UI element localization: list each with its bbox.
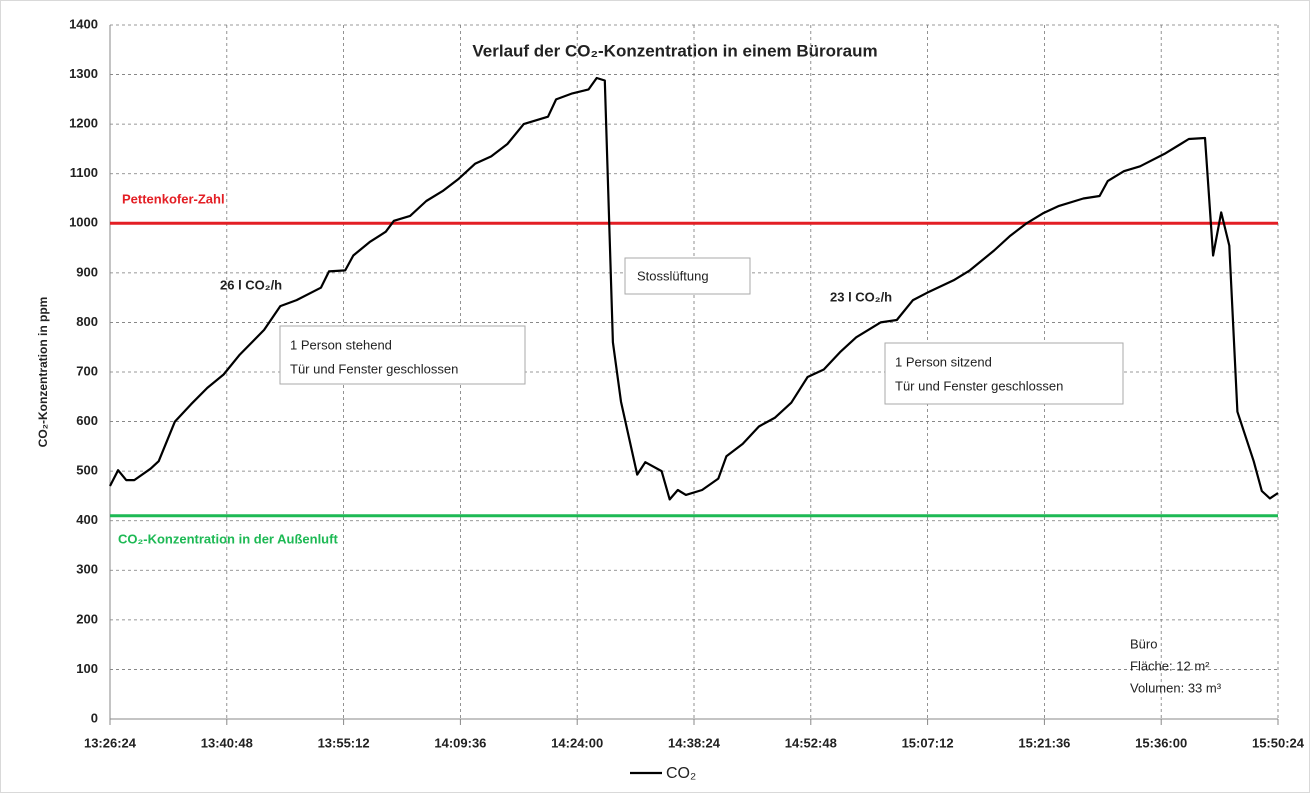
x-tick-label: 14:52:48 — [785, 735, 837, 750]
reference-label: Pettenkofer-Zahl — [122, 191, 225, 206]
info-text: Büro — [1130, 636, 1157, 651]
y-tick-label: 1200 — [69, 116, 98, 131]
y-tick-label: 700 — [76, 363, 98, 378]
y-tick-label: 1300 — [69, 66, 98, 81]
x-tick-label: 14:38:24 — [668, 735, 721, 750]
x-tick-label: 15:36:00 — [1135, 735, 1187, 750]
info-box — [884, 342, 1124, 405]
data-line — [109, 76, 1279, 501]
y-tick-label: 400 — [76, 512, 98, 527]
y-tick-label: 500 — [76, 463, 98, 478]
y-tick-label: 1000 — [69, 215, 98, 230]
y-tick-label: 600 — [76, 413, 98, 428]
info-box — [279, 325, 526, 385]
y-tick-label: 100 — [76, 661, 98, 676]
chart-title: Verlauf der CO₂-Konzentration in einem B… — [472, 41, 877, 60]
y-tick-label: 1100 — [70, 165, 98, 180]
x-tick-label: 13:26:24 — [84, 735, 137, 750]
annotation: Stosslüftung — [637, 268, 709, 283]
info-text: Tür und Fenster geschlossen — [290, 361, 458, 376]
x-tick-label: 15:50:24 — [1252, 735, 1305, 750]
info-text: Volumen: 33 m³ — [1130, 680, 1222, 695]
annotation: 23 l CO₂/h — [830, 289, 892, 304]
y-axis-label: CO₂-Konzentration in ppm — [36, 297, 50, 448]
x-tick-label: 15:21:36 — [1018, 735, 1070, 750]
info-text: Tür und Fenster geschlossen — [895, 378, 1063, 393]
y-tick-label: 800 — [76, 314, 98, 329]
info-text: 1 Person sitzend — [895, 354, 992, 369]
x-tick-label: 14:09:36 — [434, 735, 486, 750]
info-text: Fläche: 12 m² — [1130, 658, 1210, 673]
info-text: 1 Person stehend — [290, 337, 392, 352]
y-tick-label: 0 — [91, 710, 98, 725]
y-tick-label: 300 — [76, 562, 98, 577]
annotation-box — [624, 257, 751, 295]
x-tick-label: 13:40:48 — [201, 735, 253, 750]
y-tick-label: 200 — [76, 611, 98, 626]
annotation: 26 l CO₂/h — [220, 277, 282, 292]
x-tick-label: 15:07:12 — [902, 735, 954, 750]
y-tick-label: 900 — [76, 264, 98, 279]
x-tick-label: 13:55:12 — [318, 735, 370, 750]
y-tick-label: 1400 — [69, 16, 98, 31]
legend-label: CO₂ — [666, 765, 696, 782]
x-tick-label: 14:24:00 — [551, 735, 603, 750]
reference-label: CO₂-Konzentration in der Außenluft — [118, 531, 338, 546]
